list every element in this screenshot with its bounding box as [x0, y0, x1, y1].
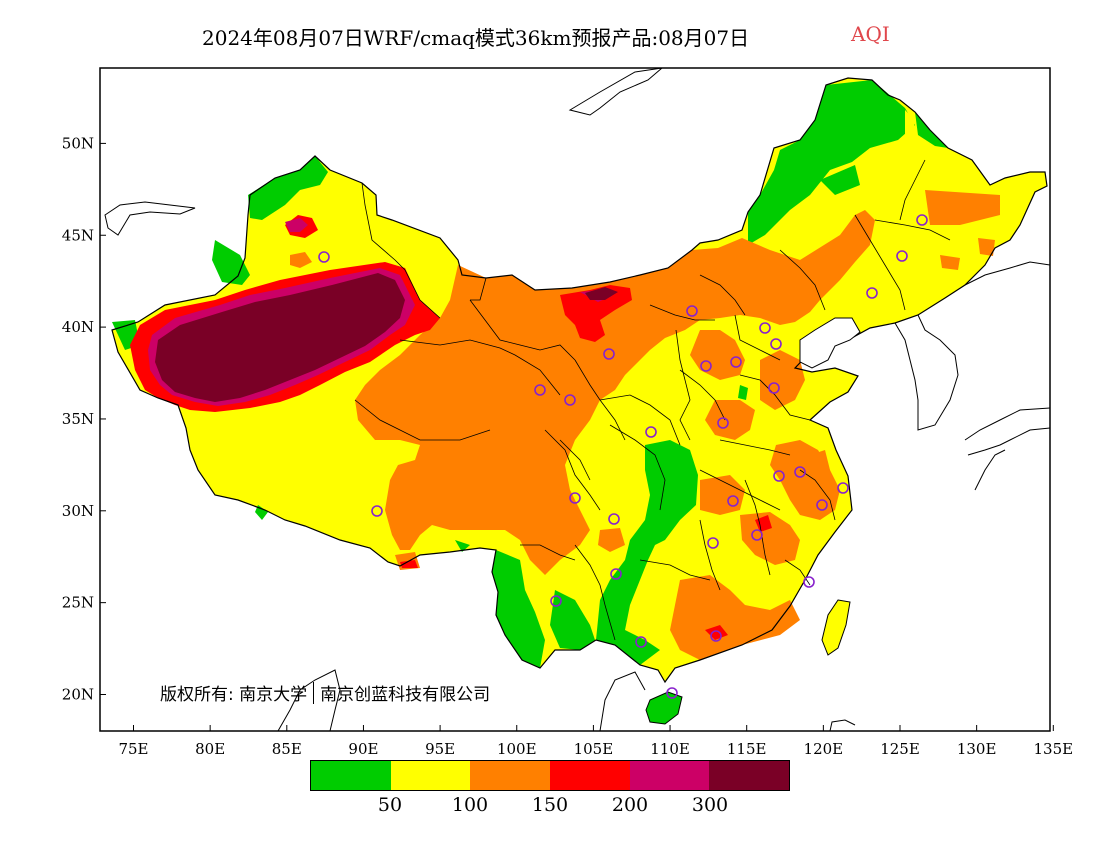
aqi-colorbar	[310, 760, 790, 791]
lon-tick-label: 75E	[118, 740, 148, 758]
copyright-notice: 版权所有: 南京大学 南京创蓝科技有限公司	[160, 680, 490, 705]
bohai-sea	[799, 317, 861, 369]
colorbar-label: 50	[377, 794, 403, 816]
lon-tick-label: 105E	[574, 740, 614, 758]
lon-tick-label: 100E	[497, 740, 537, 758]
map-title: 2024年08月07日WRF/cmaq模式36km预报产品:08月07日 AQI	[0, 22, 1100, 52]
province-borders	[354, 159, 951, 641]
lon-tick-label: 110E	[650, 740, 690, 758]
colorbar-label: 100	[451, 794, 489, 816]
colorbar-segment	[470, 761, 551, 790]
lat-tick-label: 20N	[62, 686, 94, 704]
lat-tick-label: 45N	[62, 226, 94, 244]
copyright-suffix: 南京创蓝科技有限公司	[320, 685, 491, 705]
station-markers	[318, 214, 928, 699]
lon-tick-label: 90E	[348, 740, 378, 758]
colorbar-segment	[311, 761, 391, 790]
latitude-axis: 20N 25N 30N 35N 40N 45N 50N	[62, 134, 106, 704]
copyright-separator	[313, 682, 315, 704]
map-content	[104, 68, 1050, 731]
hazardous-areas	[155, 273, 618, 402]
colorbar-label: 150	[531, 794, 569, 816]
lat-tick-label: 40N	[62, 318, 94, 336]
lon-tick-label: 115E	[727, 740, 767, 758]
lon-tick-label: 95E	[425, 740, 455, 758]
colorbar-label: 200	[611, 794, 649, 816]
title-main: 2024年08月07日WRF/cmaq模式36km预报产品:08月07日	[202, 26, 750, 50]
lat-tick-label: 30N	[62, 502, 94, 520]
map-frame	[99, 67, 1051, 732]
taiwan-island	[821, 599, 851, 656]
lat-tick-label: 50N	[62, 134, 94, 152]
lon-tick-label: 120E	[804, 740, 844, 758]
title-variable: AQI	[851, 22, 890, 46]
lon-tick-label: 125E	[880, 740, 920, 758]
lat-tick-label: 25N	[62, 594, 94, 612]
neighbour-outlines	[104, 68, 1050, 731]
colorbar-segment	[709, 761, 790, 790]
lon-tick-label: 80E	[195, 740, 225, 758]
longitude-axis: 75E 80E 85E 90E 95E 100E 105E 110E 115E 120E 125E 1…	[118, 725, 1073, 758]
colorbar-label: 300	[691, 794, 729, 816]
colorbar-segment	[390, 761, 471, 790]
colorbar-segment	[629, 761, 710, 790]
lon-tick-label: 85E	[272, 740, 302, 758]
lat-tick-label: 35N	[62, 410, 94, 428]
china-outline	[111, 77, 1048, 684]
lon-tick-label: 130E	[957, 740, 997, 758]
copyright-prefix: 版权所有: 南京大学	[160, 685, 308, 705]
lon-tick-label: 135E	[1034, 740, 1074, 758]
unhealthy-sensitive-areas	[290, 190, 1000, 660]
hainan-island	[645, 691, 683, 725]
colorbar-segment	[550, 761, 630, 790]
good-aqi-areas	[112, 80, 948, 668]
